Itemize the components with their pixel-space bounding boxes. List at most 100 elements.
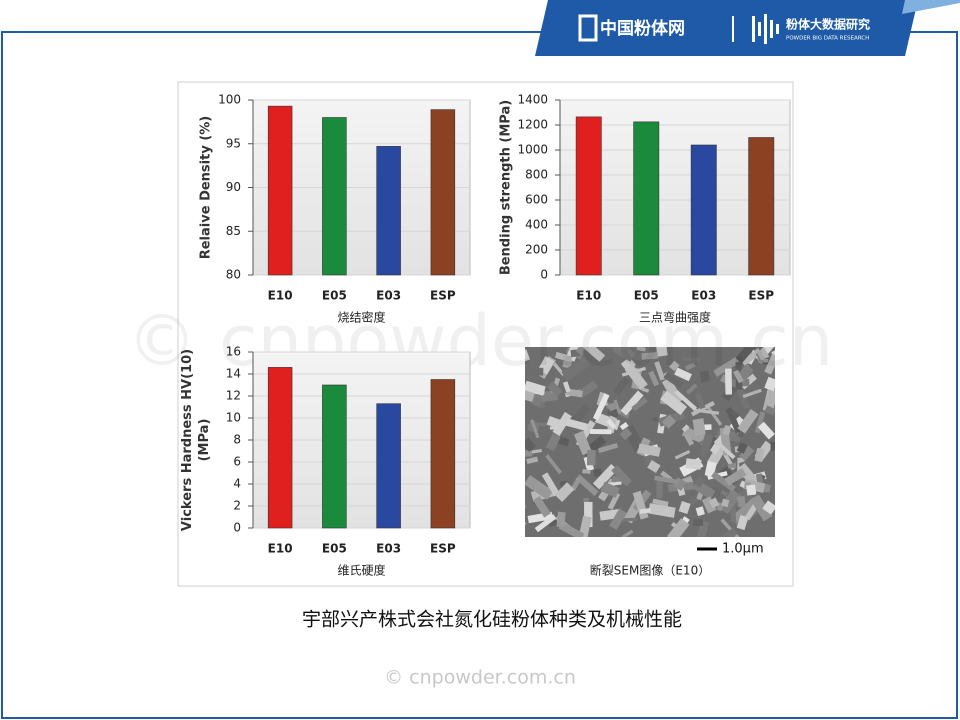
sem-grain	[674, 367, 693, 382]
sem-grain	[739, 445, 755, 462]
sem-grain	[573, 430, 592, 456]
bar	[430, 379, 456, 529]
sem-grain	[620, 356, 637, 372]
sem-grain	[577, 380, 599, 399]
sem-grain	[570, 477, 581, 492]
y-axis-label: (MPa)	[197, 419, 212, 462]
sem-grain	[737, 495, 746, 508]
sem-grain	[727, 462, 737, 469]
bar	[376, 146, 401, 276]
sem-grain	[669, 360, 680, 372]
x-tick-label: ESP	[748, 289, 774, 303]
sem-caption: 断裂SEM图像（E10）	[590, 563, 710, 578]
sem-grain	[654, 475, 679, 485]
sem-grain	[764, 405, 775, 416]
sem-grain	[719, 489, 741, 514]
sem-grain	[660, 390, 688, 416]
sem-grain	[600, 481, 620, 498]
sem-grain	[619, 422, 629, 431]
x-tick-label: E10	[576, 289, 601, 303]
sem-grain	[764, 353, 775, 375]
sem-grain	[713, 356, 740, 377]
sem-grain	[619, 427, 633, 441]
sem-grain	[557, 436, 570, 447]
sem-grain	[724, 368, 733, 395]
sem-grain	[733, 369, 744, 384]
sem-grain	[756, 347, 770, 361]
sem-grain	[526, 456, 539, 465]
sem-grain	[606, 418, 617, 430]
sem-grain	[693, 519, 704, 526]
figure-caption: 宇部兴产株式会社氮化硅粉体种类及机械性能	[302, 608, 682, 630]
sem-grain	[694, 408, 720, 415]
sem-grain	[586, 449, 596, 466]
sem-grain	[731, 497, 760, 524]
sem-grain	[631, 397, 648, 412]
sem-grain	[663, 372, 684, 389]
header-banner	[535, 0, 918, 56]
sem-grain	[639, 508, 651, 514]
sem-grain	[666, 518, 690, 537]
y-tick-label: 1000	[517, 143, 548, 157]
y-tick-label: 1200	[517, 118, 548, 132]
sem-grain	[556, 511, 566, 528]
sem-grain	[736, 515, 749, 531]
sem-grain	[547, 381, 563, 397]
sem-grain	[674, 450, 691, 460]
sem-grain	[699, 432, 714, 455]
sem-grain	[754, 447, 765, 463]
x-axis-label: 烧结密度	[337, 310, 385, 325]
sem-grain	[641, 387, 650, 393]
sem-grain	[674, 389, 698, 411]
sem-grain	[592, 393, 610, 421]
sem-grain	[742, 388, 762, 399]
bar	[267, 367, 293, 529]
sem-grain	[549, 426, 558, 430]
sem-grain	[539, 422, 550, 427]
sem-grain	[525, 380, 546, 396]
sem-grain	[558, 521, 585, 537]
sem-grain	[750, 494, 773, 522]
sem-grain	[730, 409, 740, 419]
sem-grain	[661, 377, 683, 405]
sem-grain	[554, 482, 575, 503]
sem-grain	[713, 439, 736, 460]
sem-grain	[562, 381, 571, 393]
sem-grain	[525, 475, 554, 500]
sem-grain	[770, 441, 775, 451]
scale-label: 1.0μm	[722, 542, 764, 557]
y-axis-label: Bending strength (MPa)	[499, 100, 514, 275]
sem-grain	[596, 391, 605, 406]
sem-grain	[593, 468, 603, 478]
x-tick-label: ESP	[430, 289, 456, 303]
sem-grain	[681, 424, 690, 433]
sem-grain	[530, 419, 540, 439]
sem-grain	[684, 362, 696, 371]
sem-grain	[589, 429, 612, 435]
bar	[322, 384, 347, 529]
sem-grain	[690, 400, 716, 417]
bar	[376, 403, 401, 529]
sem-grain	[592, 463, 618, 490]
sem-grain	[678, 501, 691, 515]
sem-grain	[695, 506, 705, 517]
sem-grain	[612, 376, 630, 396]
sem-grain	[724, 468, 747, 486]
y-tick-label: 10	[226, 411, 241, 425]
y-tick-label: 0	[540, 268, 548, 282]
sem-grain	[708, 497, 720, 509]
sem-grain	[764, 376, 775, 392]
y-tick-label: 14	[226, 367, 241, 381]
y-tick-label: 2	[233, 499, 241, 513]
sem-grain	[609, 508, 627, 531]
x-tick-label: E10	[268, 542, 293, 556]
sem-grain	[575, 347, 585, 355]
x-axis-label: 三点弯曲强度	[639, 310, 711, 325]
sem-grain	[652, 498, 669, 507]
y-tick-label: 600	[525, 193, 548, 207]
footer-watermark: © cnpowder.com.cn	[384, 667, 576, 689]
y-tick-label: 12	[226, 389, 241, 403]
y-tick-label: 200	[525, 243, 548, 257]
sem-grain	[720, 489, 729, 497]
sem-grain	[656, 480, 663, 499]
